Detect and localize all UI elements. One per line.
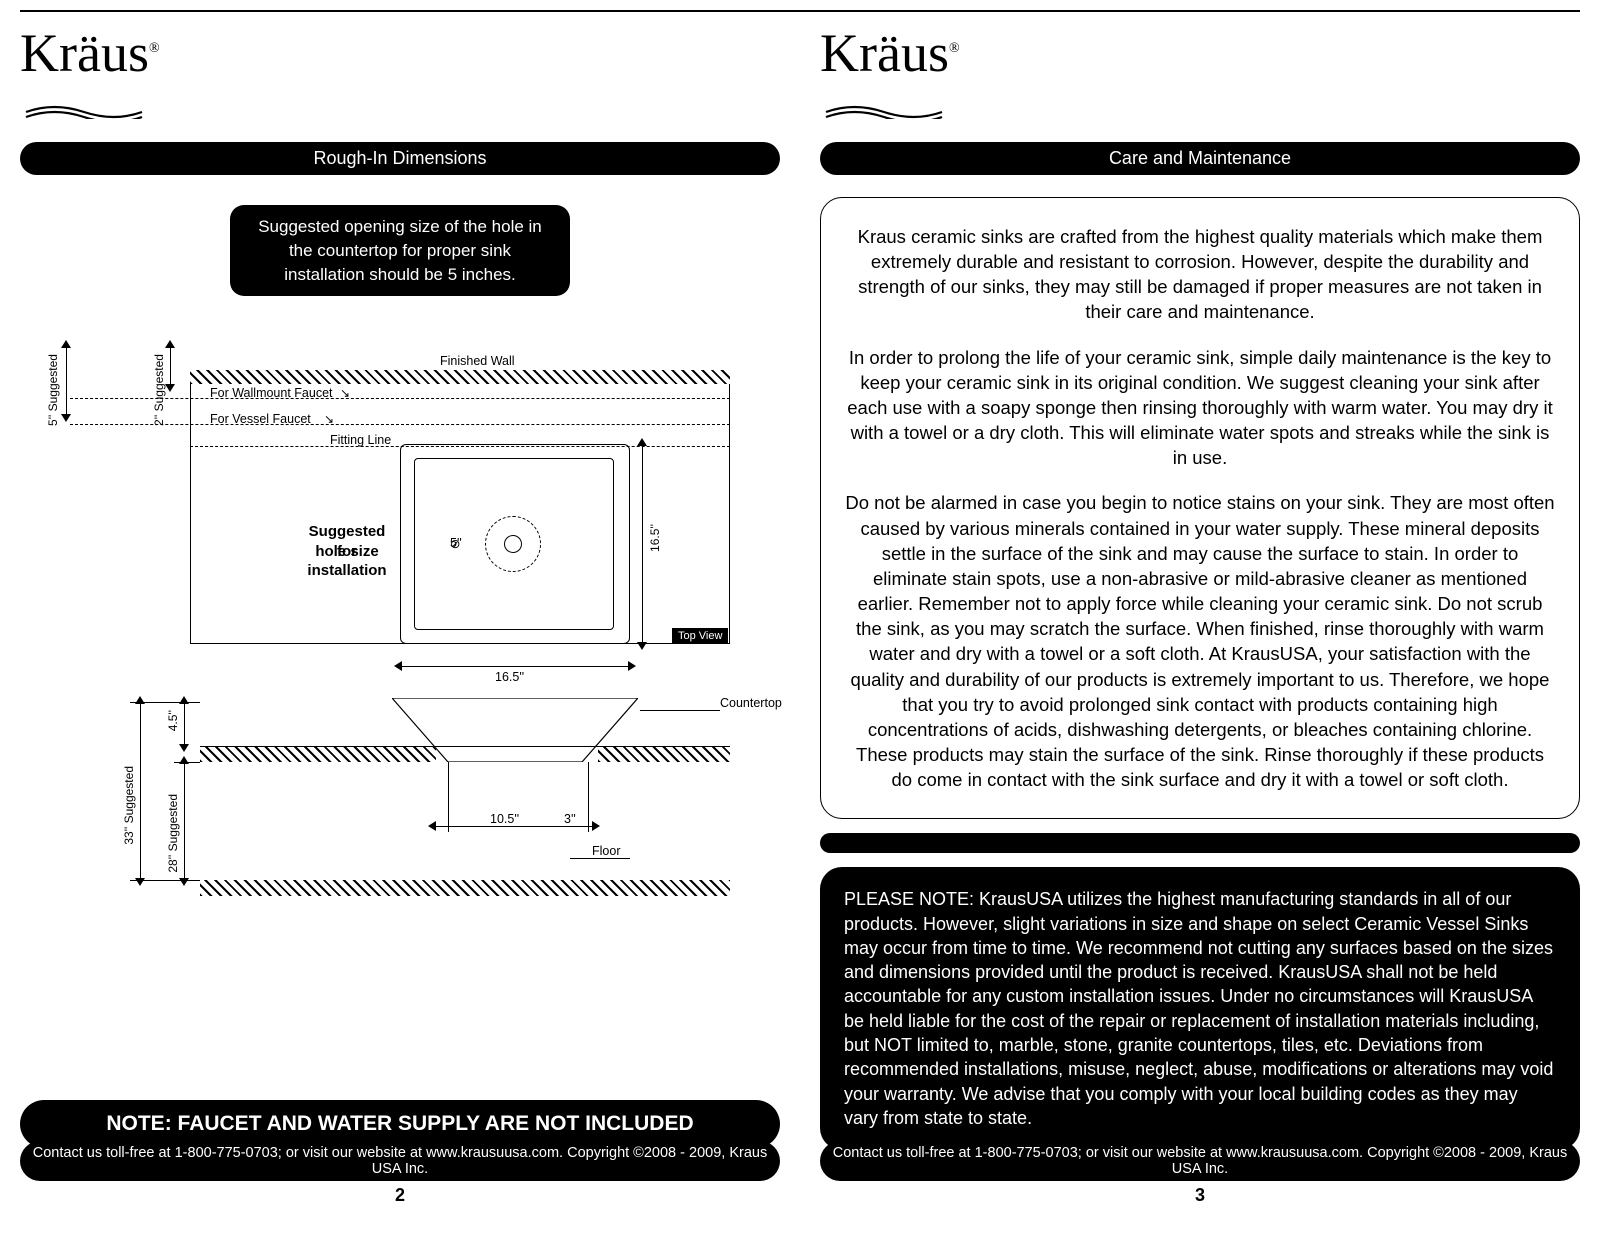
pointer-arrow-icon: ↘ [324, 412, 334, 426]
ext-ctb [174, 762, 200, 763]
dim-line-2v [170, 346, 171, 386]
dim-165-h [400, 666, 630, 667]
rough-in-diagram: 5'' Suggested 2'' Suggested Finished Wal… [40, 326, 760, 1046]
dim-165-v [642, 444, 643, 644]
left-footer-bar: Contact us toll-free at 1-800-775-0703; … [20, 1141, 780, 1181]
ext-floor [130, 880, 200, 881]
left-footer: Contact us toll-free at 1-800-775-0703; … [20, 1141, 780, 1206]
vessel-line [70, 424, 730, 425]
dim-105: 10.5'' [490, 812, 519, 826]
registered-mark: ® [149, 41, 160, 56]
suggested-hole-text: Suggested hole size for installation [212, 522, 392, 542]
countertop-label: Countertop [720, 696, 782, 710]
right-footer: Contact us toll-free at 1-800-775-0703; … [820, 1141, 1580, 1206]
dim-33-label: 33'' Suggested [122, 766, 136, 845]
below-dim-label: 16.5'' [495, 670, 524, 684]
opening-size-callout: Suggested opening size of the hole in th… [230, 205, 570, 296]
divider-bar [820, 833, 1580, 853]
dim-28v [184, 762, 185, 880]
floor-label: Floor [592, 844, 620, 858]
arrow-icon [592, 821, 600, 831]
vessel-label: For Vessel Faucet [210, 412, 311, 426]
dim-line-5v [66, 346, 67, 416]
dim-base [434, 826, 594, 827]
countertop-leader [640, 710, 720, 711]
floor-leader [570, 858, 630, 859]
dim-45v [184, 702, 185, 746]
wallmount-line [70, 398, 730, 399]
please-note-box: PLEASE NOTE: KrausUSA utilizes the highe… [820, 867, 1580, 1150]
right-heading-pill: Care and Maintenance [820, 142, 1580, 175]
pointer-arrow-icon: ↘ [340, 386, 350, 400]
arrow-icon [428, 821, 436, 831]
side-dim-label: 16.5'' [648, 524, 662, 552]
finished-wall-label: Finished Wall [440, 354, 515, 368]
left-page-number: 2 [20, 1185, 780, 1206]
dim-33v [140, 702, 141, 880]
right-footer-bar: Contact us toll-free at 1-800-775-0703; … [820, 1141, 1580, 1181]
dim-3: 3'' [564, 812, 576, 826]
care-para-3: Do not be alarmed in case you begin to n… [845, 490, 1555, 792]
brand-logo: Kräus® [20, 20, 160, 128]
ext-ct [130, 702, 200, 703]
logo-wave-icon [824, 74, 960, 128]
brand-logo: Kräus® [820, 20, 960, 128]
right-page-number: 3 [820, 1185, 1580, 1206]
floor-hatch [200, 880, 730, 896]
care-box: Kraus ceramic sinks are crafted from the… [820, 197, 1580, 819]
arrow-icon [637, 642, 647, 650]
care-para-1: Kraus ceramic sinks are crafted from the… [845, 224, 1555, 325]
wallmount-label: For Wallmount Faucet [210, 386, 333, 400]
left-heading-pill: Rough-In Dimensions [20, 142, 780, 175]
arrow-icon [394, 661, 402, 671]
pipe-r [588, 762, 589, 832]
pipe-l [448, 762, 449, 832]
countertop-hatch-r [598, 746, 730, 762]
page-left: Kräus® Rough-In Dimensions Suggested ope… [20, 20, 780, 1220]
logo-wave-icon [24, 74, 160, 128]
arrow-icon [61, 414, 71, 422]
arrow-icon [637, 438, 647, 446]
arrow-icon [179, 744, 189, 752]
top-view-chip: Top View [672, 628, 728, 644]
sheet: Kräus® Rough-In Dimensions Suggested ope… [0, 0, 1600, 1237]
finished-wall-hatch [190, 370, 730, 384]
care-para-2: In order to prolong the life of your cer… [845, 345, 1555, 471]
fitting-label: Fitting Line [330, 433, 391, 447]
dim-45-label: 4.5'' [166, 710, 180, 731]
arrow-icon [165, 340, 175, 348]
hole-line2: for installation [302, 542, 392, 581]
arrow-icon [628, 661, 636, 671]
registered-mark: ® [949, 41, 960, 56]
top-rule [20, 10, 1580, 12]
dim-2-suggested: 2'' Suggested [152, 354, 166, 426]
dim-28-label: 28'' Suggested [166, 794, 180, 873]
arrow-icon [165, 384, 175, 392]
page-right: Kräus® Care and Maintenance Kraus cerami… [820, 20, 1580, 1220]
countertop-hatch-l [200, 746, 436, 762]
arrow-icon [61, 340, 71, 348]
dim-5-suggested: 5'' Suggested [46, 354, 60, 426]
ct-line [200, 746, 730, 747]
